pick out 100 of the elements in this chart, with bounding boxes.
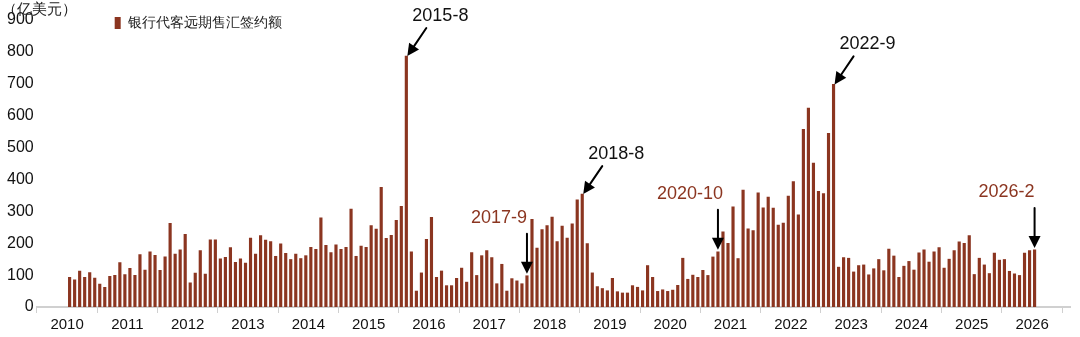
bar [701,270,705,307]
bar [409,251,413,307]
y-tick-label: 600 [6,106,34,124]
bar [259,235,263,307]
bar [786,195,790,307]
bar [163,256,167,307]
bar [460,267,464,307]
y-tick-label: 400 [6,169,34,187]
bar [656,291,660,307]
bar [173,253,177,307]
bar [93,277,97,307]
bar [480,255,484,307]
bar [796,214,800,307]
bar [756,192,760,307]
bar [620,292,625,307]
bar [967,235,971,307]
x-tick-label: 2023 [834,315,868,333]
x-tick-label: 2016 [412,315,446,333]
bar [289,259,293,307]
bar [389,234,393,307]
bar [852,271,856,307]
bar [465,281,469,307]
bar [183,233,187,307]
bar [429,217,434,307]
bar [681,257,685,307]
x-tick-label: 2012 [171,315,205,333]
y-tick-label: 700 [6,74,34,92]
bar [666,291,670,307]
bar [600,288,604,307]
bar [776,224,780,307]
x-tick-label: 2010 [50,315,84,333]
bar [434,277,439,307]
annotation: 2020-10 [656,182,723,203]
bar [1017,275,1022,307]
bar [570,223,574,307]
bar [555,241,559,307]
bar [952,250,956,307]
x-tick-label: 2013 [231,315,265,333]
bar [128,268,132,307]
bar [746,228,750,307]
x-tick-label: 2026 [1015,315,1049,333]
bar [439,270,444,307]
bar [449,285,454,307]
bar [485,250,489,307]
bar [359,245,363,307]
bar [505,290,509,307]
bar [897,277,901,307]
bar [178,249,182,307]
bar [1022,252,1027,307]
bar [751,230,755,307]
x-tick-label: 2014 [291,315,326,333]
bar [877,259,881,307]
bar [902,265,906,307]
bar [379,187,383,307]
legend-label: 银行代客远期售汇签约额 [126,13,282,30]
bar [168,223,172,307]
bar [108,276,112,307]
bar [615,291,620,307]
bar [836,266,841,307]
bar [872,268,876,307]
bar [821,193,826,307]
bar [299,258,303,307]
bar [635,286,640,307]
bar [977,257,981,307]
bar [947,258,951,307]
bar [118,262,122,307]
annotation: 2017-9 [470,206,527,227]
bar [228,247,233,307]
bar [274,255,278,307]
bar [987,273,991,307]
bar [691,274,695,307]
bar [198,250,202,307]
bar [309,247,313,307]
annotation: 2026-2 [978,180,1035,201]
bar [399,205,403,307]
bar [103,286,107,307]
bar [424,239,429,307]
bar [605,290,609,307]
x-tick-label: 2024 [894,315,929,333]
bar [88,272,92,307]
bar [962,242,966,307]
annotation: 2022-9 [839,33,896,54]
bar [404,55,408,307]
bar [791,181,795,307]
bar [374,228,378,307]
bar [495,283,499,307]
bar [294,253,298,307]
bar [279,243,283,307]
annotation: 2015-8 [412,5,469,25]
bar [686,278,690,307]
bar [580,193,584,307]
bar [972,274,976,307]
bar [233,262,238,307]
bar [992,252,996,307]
bar [811,162,816,307]
bar [384,238,388,307]
x-tick-label: 2025 [955,315,989,333]
bar [238,258,243,307]
bar [801,129,805,307]
bar [610,277,614,307]
